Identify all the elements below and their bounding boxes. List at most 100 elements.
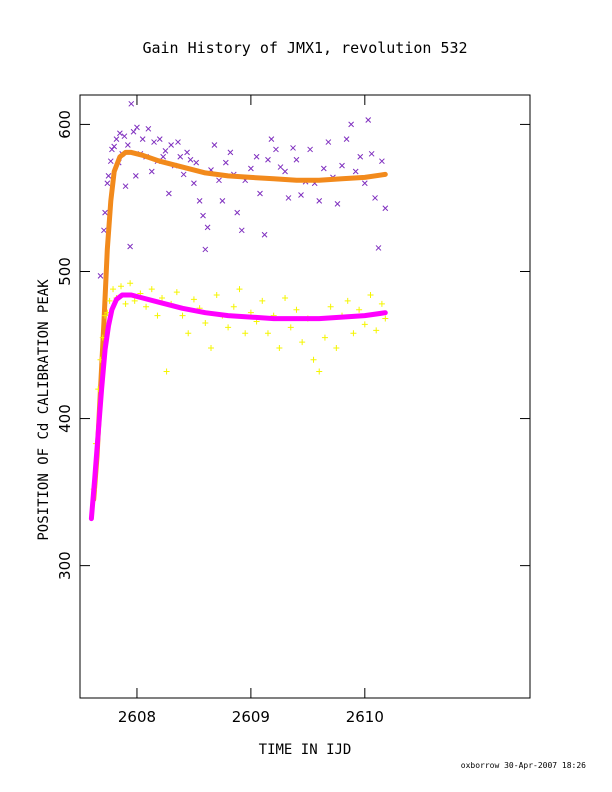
data-point <box>365 117 372 123</box>
data-point <box>282 294 289 301</box>
data-point <box>382 315 389 322</box>
data-point <box>211 142 218 148</box>
data-point <box>122 183 129 190</box>
data-point <box>134 124 140 131</box>
data-point <box>177 153 184 160</box>
data-point <box>378 300 385 307</box>
data-point <box>230 303 237 310</box>
data-point <box>357 153 364 160</box>
data-point <box>148 168 155 175</box>
data-point <box>290 145 296 151</box>
data-point <box>122 300 129 307</box>
data-point <box>321 334 328 341</box>
data-point <box>190 296 197 303</box>
data-point <box>166 190 172 197</box>
data-point <box>113 136 120 142</box>
data-point <box>219 198 226 204</box>
data-point <box>352 168 359 175</box>
data-point <box>184 149 190 156</box>
data-point <box>208 344 215 351</box>
data-point <box>97 273 104 279</box>
data-point <box>264 330 271 337</box>
data-point <box>179 312 186 319</box>
data-point <box>148 286 155 293</box>
data-point <box>105 173 112 179</box>
data-point <box>238 227 245 234</box>
x-tick-label: 2610 <box>346 708 384 726</box>
data-point <box>227 149 234 156</box>
data-point <box>121 133 128 140</box>
data-point <box>293 306 300 313</box>
data-point <box>293 156 300 163</box>
data-point <box>325 139 332 145</box>
series-line <box>88 292 388 522</box>
data-point <box>261 231 268 238</box>
data-point <box>117 130 123 137</box>
data-point <box>216 177 222 184</box>
data-point <box>334 200 341 207</box>
data-point <box>173 289 180 296</box>
data-point <box>187 156 194 163</box>
data-point <box>202 246 209 253</box>
data-point <box>320 165 327 172</box>
data-point <box>253 153 260 160</box>
data-point <box>268 136 275 142</box>
data-point <box>131 297 138 304</box>
series-2 <box>90 280 389 493</box>
data-point <box>222 159 229 166</box>
footer-timestamp: oxborrow 30-Apr-2007 18:26 <box>461 761 586 770</box>
data-point <box>316 198 323 204</box>
data-point <box>191 180 197 187</box>
data-point <box>282 168 288 175</box>
data-point <box>285 195 292 201</box>
data-point <box>204 224 211 231</box>
data-point <box>139 136 146 142</box>
series-line <box>91 149 388 502</box>
data-point <box>107 158 114 165</box>
data-point <box>276 344 283 351</box>
data-point <box>106 297 113 304</box>
data-point <box>361 321 368 328</box>
data-point <box>343 136 350 142</box>
data-point <box>168 142 174 148</box>
data-point <box>236 286 243 293</box>
plot-frame <box>79 94 531 699</box>
y-tick-label: 300 <box>56 551 74 580</box>
data-point <box>156 136 163 142</box>
data-point <box>111 143 118 150</box>
data-point <box>101 227 107 234</box>
data-point <box>110 286 117 293</box>
data-point <box>185 330 192 337</box>
data-point <box>248 165 254 172</box>
chart-title: Gain History of JMX1, revolution 532 <box>142 39 467 57</box>
data-point <box>356 306 363 313</box>
data-point <box>327 303 334 310</box>
data-point <box>310 356 317 363</box>
data-point <box>339 162 345 169</box>
data-point <box>273 146 279 153</box>
data-point <box>361 180 368 187</box>
data-point <box>225 324 232 331</box>
data-point <box>299 339 306 346</box>
data-point <box>127 243 133 250</box>
data-point <box>348 121 354 128</box>
data-point <box>145 125 152 132</box>
data-point <box>102 209 108 216</box>
data-point <box>367 292 374 299</box>
data-point <box>373 327 380 334</box>
data-point <box>287 324 294 331</box>
data-point <box>344 297 351 304</box>
data-point <box>132 173 139 179</box>
data-point <box>160 153 167 160</box>
y-tick-label: 600 <box>56 110 74 139</box>
data-point <box>316 368 323 375</box>
data-point <box>372 195 378 201</box>
series-0 <box>97 100 389 279</box>
data-point <box>375 245 382 251</box>
series-3 <box>88 292 388 522</box>
data-point <box>193 159 200 166</box>
data-point <box>350 330 357 337</box>
data-point <box>333 344 340 351</box>
data-point <box>213 292 220 299</box>
